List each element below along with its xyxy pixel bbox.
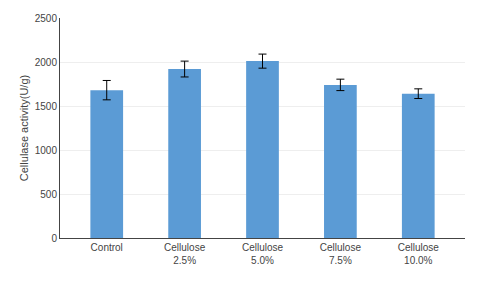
svg-text:Control: Control [91,242,123,253]
svg-text:1000: 1000 [35,145,58,156]
svg-text:500: 500 [40,189,57,200]
svg-text:1500: 1500 [35,101,58,112]
svg-text:Cellulose2.5%: Cellulose2.5% [164,242,206,266]
svg-text:2000: 2000 [35,57,58,68]
svg-text:0: 0 [51,233,57,244]
svg-text:Cellulose5.0%: Cellulose5.0% [242,242,284,266]
svg-text:Cellulase activity(U/g): Cellulase activity(U/g) [18,75,30,181]
svg-text:Cellulose10.0%: Cellulose10.0% [398,242,440,266]
svg-text:Cellulose7.5%: Cellulose7.5% [320,242,362,266]
svg-text:2500: 2500 [35,13,58,24]
